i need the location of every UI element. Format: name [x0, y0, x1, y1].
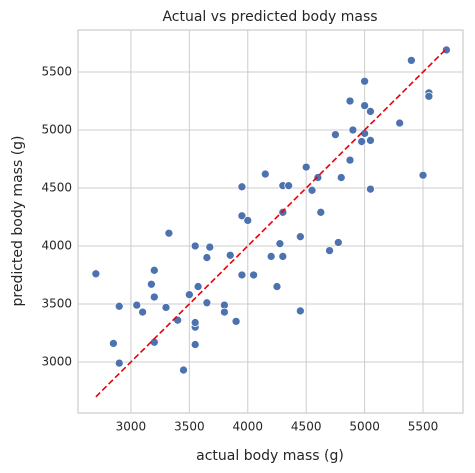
point	[149, 292, 159, 302]
point	[91, 269, 101, 279]
plot-frame	[77, 29, 464, 414]
point	[205, 242, 215, 252]
point	[284, 181, 294, 191]
point	[296, 306, 305, 316]
point	[301, 162, 311, 172]
x-tick-label: 4000	[233, 420, 264, 434]
point	[345, 96, 355, 106]
y-tick-label: 3500	[41, 296, 72, 310]
point	[348, 125, 358, 135]
point	[237, 182, 247, 192]
point	[202, 298, 212, 308]
point	[278, 252, 288, 261]
point	[357, 137, 367, 146]
point	[296, 232, 305, 242]
point	[138, 307, 147, 317]
x-tick-label: 3500	[174, 420, 205, 434]
point	[307, 185, 317, 195]
point	[249, 270, 258, 280]
point	[114, 358, 124, 368]
point	[132, 300, 142, 310]
point	[272, 282, 282, 291]
point	[190, 241, 200, 251]
point	[313, 173, 323, 182]
point	[237, 211, 247, 221]
x-axis-label: actual body mass (g)	[196, 448, 344, 464]
point	[190, 318, 200, 327]
point	[243, 216, 253, 225]
point	[202, 253, 212, 262]
y-tick-label: 4500	[41, 180, 72, 194]
x-tick-label: 4500	[291, 420, 322, 434]
point	[193, 282, 203, 291]
point	[164, 228, 174, 238]
y-tick-label: 5000	[41, 122, 72, 136]
point	[179, 365, 188, 375]
y-tick-label: 5500	[41, 64, 72, 78]
point	[231, 317, 241, 326]
point	[161, 303, 171, 312]
y-axis-label: predicted body mass (g)	[10, 135, 26, 306]
point	[266, 252, 276, 261]
point	[275, 239, 285, 249]
point	[114, 301, 124, 311]
point	[345, 155, 355, 165]
point	[109, 339, 118, 348]
point	[366, 136, 375, 145]
point	[190, 340, 200, 349]
point	[366, 184, 375, 194]
point	[220, 307, 229, 317]
point	[225, 250, 235, 260]
point	[237, 270, 247, 280]
point	[395, 118, 405, 128]
reference-line	[95, 48, 447, 398]
point	[185, 290, 194, 300]
point	[366, 107, 375, 116]
point	[333, 238, 343, 247]
x-tick-label: 5500	[408, 420, 439, 434]
point	[407, 56, 416, 65]
point	[325, 246, 334, 255]
x-tick-label: 5000	[349, 420, 380, 434]
x-tick-label: 3000	[116, 420, 147, 434]
y-tick-label: 3000	[41, 354, 72, 368]
point	[336, 173, 346, 182]
point	[316, 207, 326, 217]
point	[442, 45, 451, 55]
point	[260, 169, 270, 179]
point	[418, 170, 428, 180]
point	[331, 130, 340, 139]
point	[424, 91, 434, 101]
chart-title: Actual vs predicted body mass	[162, 9, 377, 25]
point	[147, 279, 156, 289]
point	[149, 265, 159, 275]
point	[360, 76, 369, 86]
point	[360, 101, 369, 110]
y-tick-label: 4000	[41, 238, 72, 252]
point	[278, 207, 288, 217]
